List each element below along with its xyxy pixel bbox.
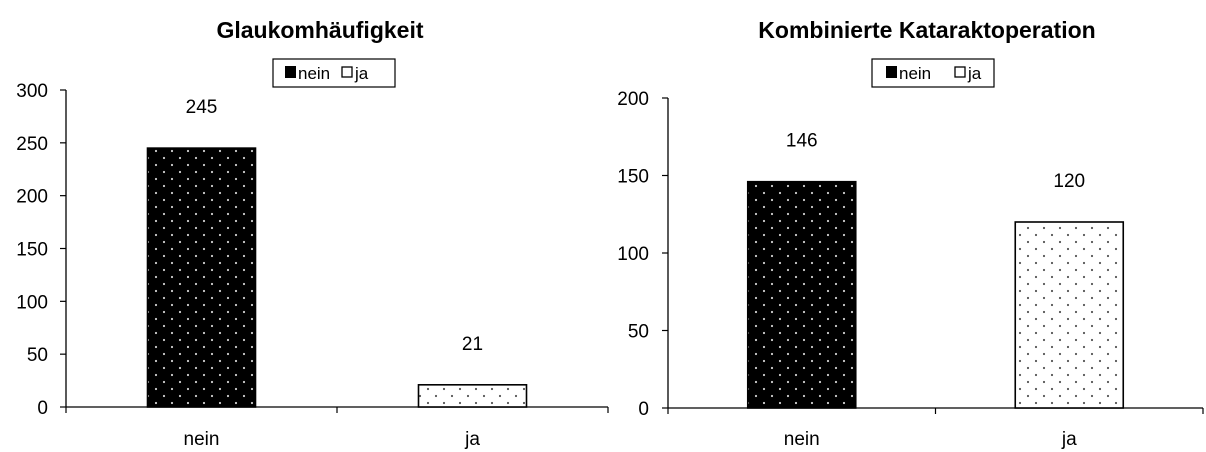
chart-title: Kombinierte Kataraktoperation bbox=[758, 17, 1095, 43]
legend-label-ja: ja bbox=[967, 64, 982, 83]
y-tick-label: 150 bbox=[617, 167, 649, 188]
bar-nein bbox=[146, 147, 257, 408]
y-tick-label: 200 bbox=[16, 187, 48, 208]
legend-swatch-ja bbox=[341, 66, 353, 78]
y-tick-label: 100 bbox=[16, 292, 48, 313]
legend: nein ja bbox=[871, 58, 995, 88]
chart-glaukom: Glaukomhäufigkeit nein ja 0 50 100 150 200 25… bbox=[16, 17, 609, 450]
x-tick-label: nein bbox=[784, 429, 820, 450]
legend-label-ja: ja bbox=[354, 64, 369, 83]
bars bbox=[746, 180, 1125, 409]
data-label: 245 bbox=[186, 97, 218, 118]
x-tick-label: ja bbox=[1061, 429, 1077, 450]
x-tick-label: nein bbox=[184, 429, 220, 450]
data-label: 120 bbox=[1053, 171, 1085, 192]
data-labels: 146 120 bbox=[786, 131, 1085, 192]
legend-label-nein: nein bbox=[899, 64, 931, 83]
legend-label-nein: nein bbox=[298, 64, 330, 83]
x-tick-label: ja bbox=[464, 429, 480, 450]
data-label: 146 bbox=[786, 131, 818, 152]
y-tick-label: 150 bbox=[16, 240, 48, 261]
y-tick-label: 100 bbox=[617, 244, 649, 265]
y-tick-label: 0 bbox=[37, 398, 48, 419]
y-tick-label: 50 bbox=[628, 322, 649, 343]
chart-katarakt: Kombinierte Kataraktoperation nein ja 0 5… bbox=[617, 17, 1204, 450]
chart-title: Glaukomhäufigkeit bbox=[216, 17, 423, 43]
data-labels: 245 21 bbox=[186, 97, 483, 355]
legend-swatch-nein bbox=[886, 66, 897, 78]
legend: nein ja bbox=[272, 58, 396, 88]
y-tick-label: 300 bbox=[16, 81, 48, 102]
bar-nein bbox=[746, 180, 857, 409]
y-tick-label: 200 bbox=[617, 89, 649, 110]
bars bbox=[146, 147, 528, 408]
legend-swatch-ja bbox=[954, 66, 966, 78]
y-tick-label: 250 bbox=[16, 134, 48, 155]
y-tick-label: 50 bbox=[27, 345, 48, 366]
bar-ja bbox=[417, 384, 528, 408]
data-label: 21 bbox=[462, 334, 483, 355]
bar-ja bbox=[1014, 221, 1125, 409]
legend-swatch-nein bbox=[285, 66, 296, 78]
y-tick-label: 0 bbox=[638, 399, 649, 420]
